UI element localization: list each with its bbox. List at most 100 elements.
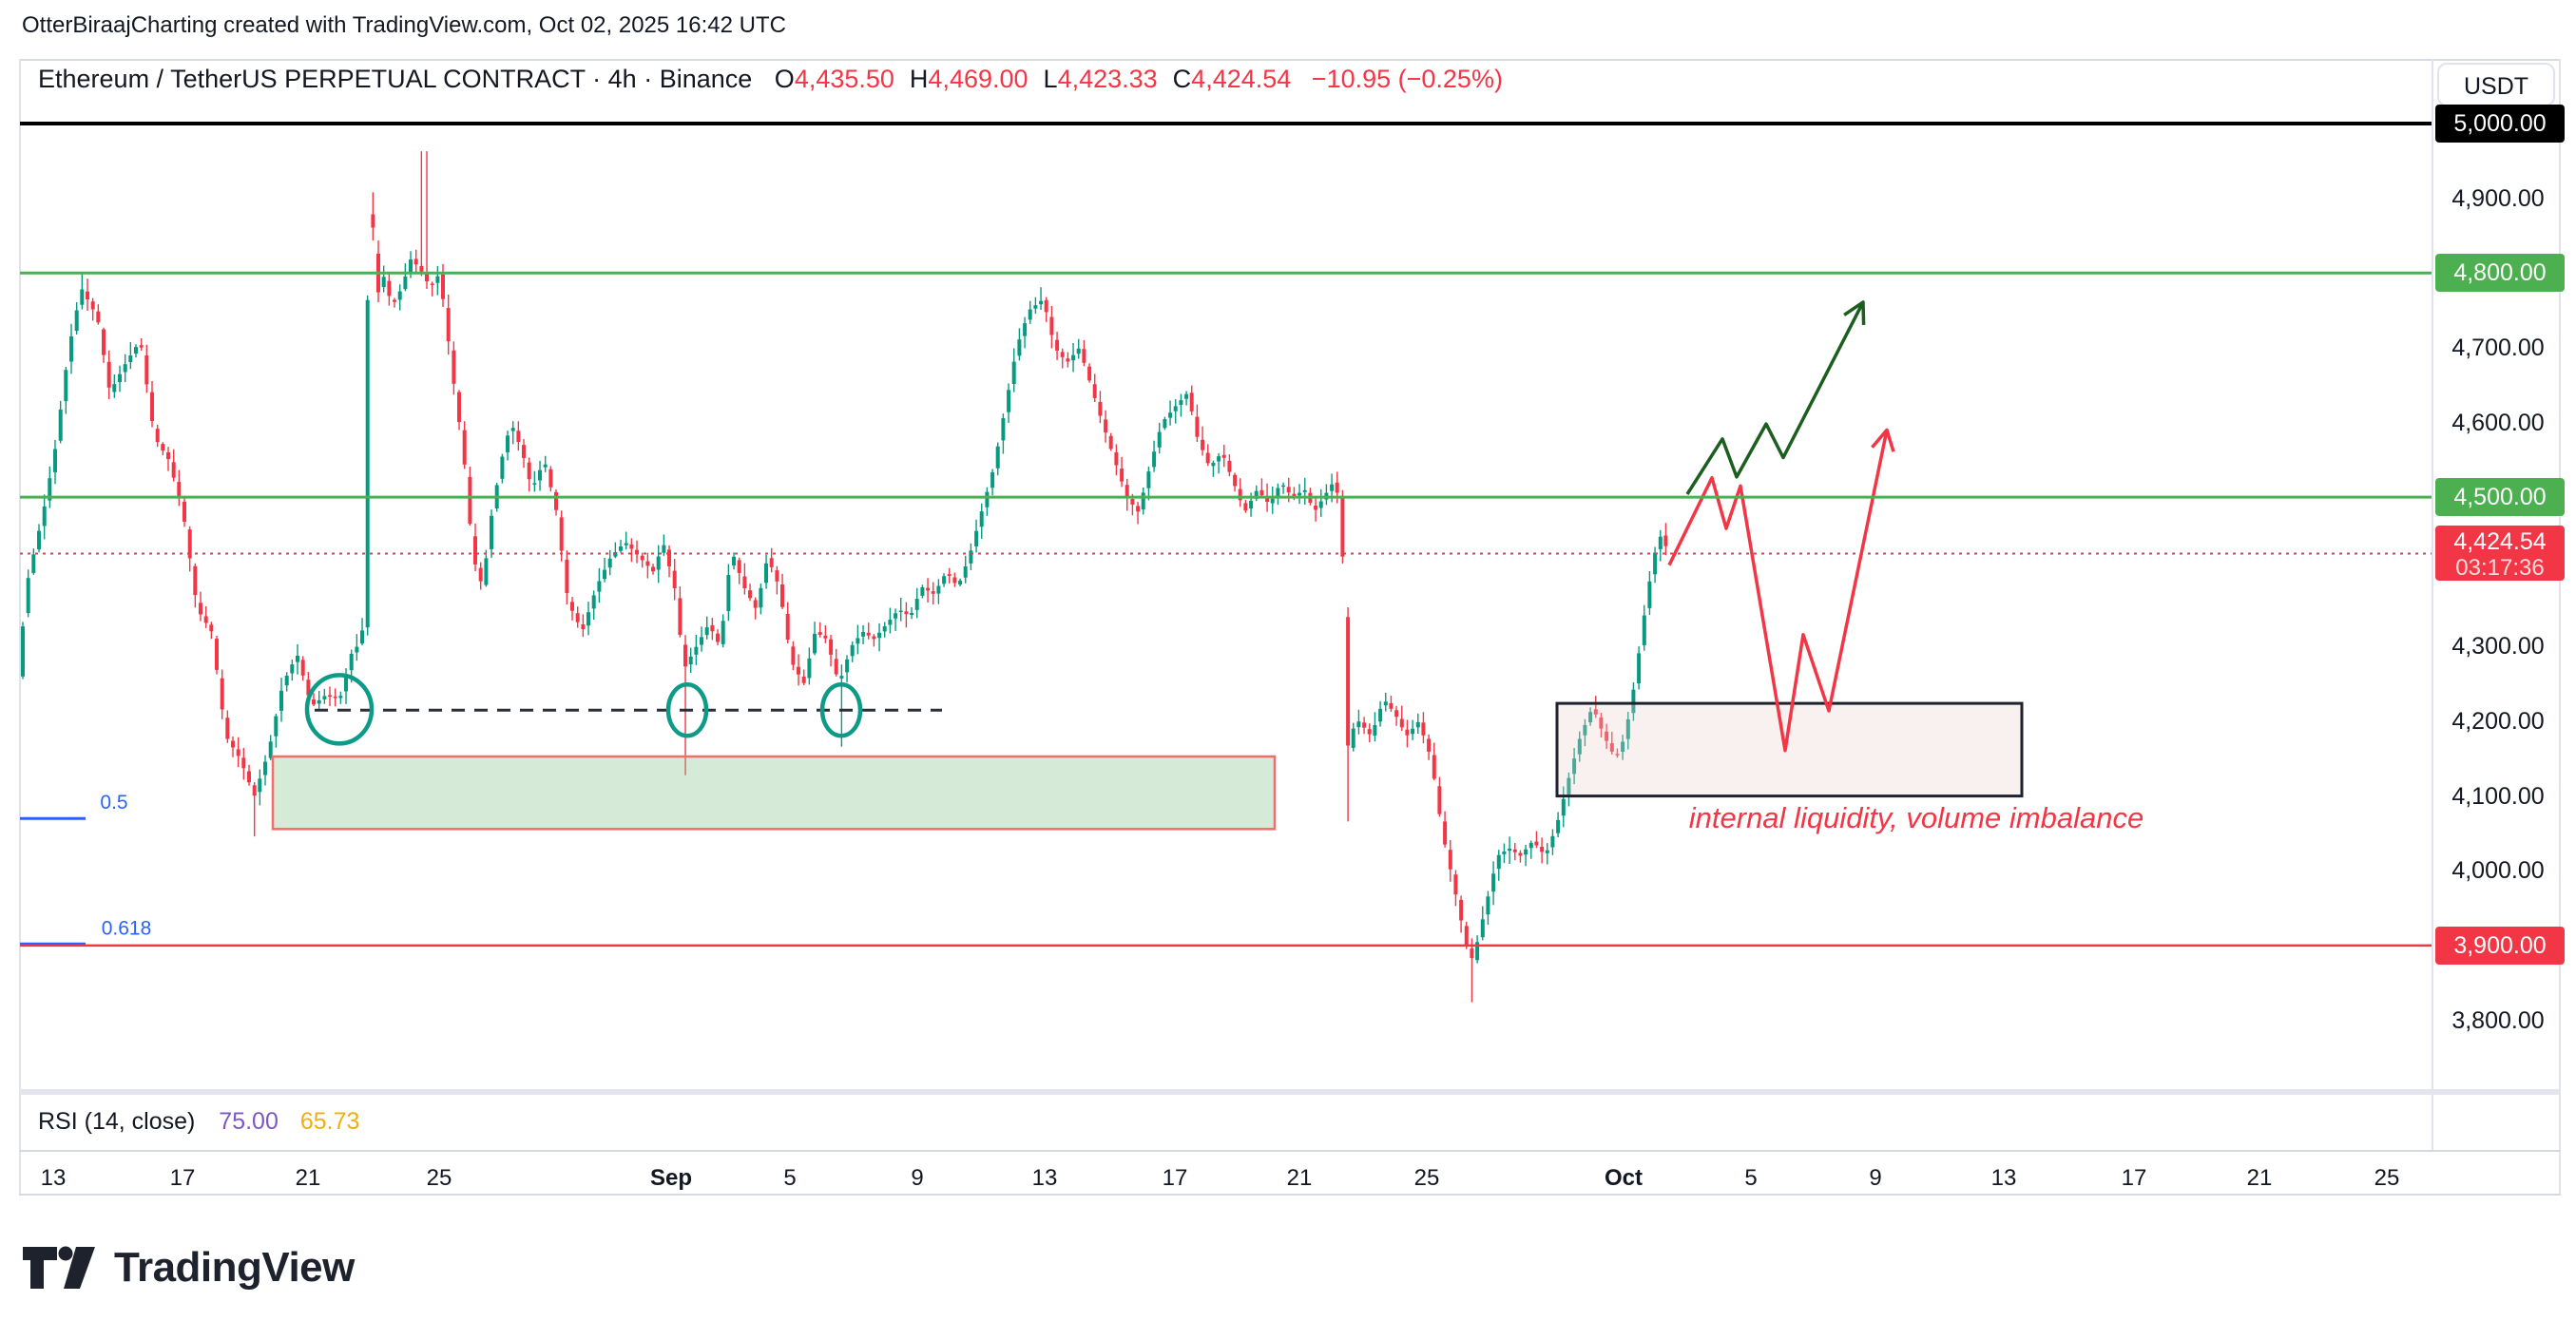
candle [435, 265, 440, 296]
tradingview-logo-icon [23, 1246, 95, 1289]
candle [688, 647, 693, 673]
time-tick-label: 25 [2374, 1165, 2400, 1191]
candle [37, 524, 41, 553]
candle [1545, 843, 1549, 865]
ohlc-item: C4,424.54 [1172, 65, 1292, 93]
candle [1512, 843, 1517, 861]
candle [462, 421, 467, 469]
candle [31, 548, 36, 575]
attribution-text: OtterBiraajCharting created with Trading… [22, 12, 786, 38]
candle [1060, 348, 1065, 369]
candle [1108, 432, 1113, 451]
candle [958, 578, 963, 586]
pane-separator-handle[interactable] [19, 1089, 2559, 1095]
rsi-label: RSI (14, close) [38, 1108, 196, 1135]
liquidity-sweep-circle[interactable] [665, 681, 709, 738]
price-axis-separator[interactable] [2432, 59, 2433, 1150]
candle [1625, 712, 1630, 750]
liquidity-sweep-circle[interactable] [819, 681, 863, 738]
ohlc-values: O4,435.50 H4,469.00 L4,423.33 C4,424.54 [759, 65, 1291, 93]
candle [1007, 383, 1011, 423]
candle [1243, 499, 1248, 513]
tradingview-wordmark: TradingView [114, 1244, 355, 1291]
candle [1195, 404, 1200, 442]
candle [419, 151, 424, 277]
price-tick-label: 4,600.00 [2451, 410, 2545, 436]
candle [21, 622, 25, 680]
candle [1378, 700, 1383, 727]
candle [656, 545, 661, 584]
candle [866, 622, 871, 640]
price-level-chip: 5,000.00 [2435, 105, 2565, 143]
currency-toggle-button[interactable]: USDT [2437, 63, 2555, 106]
demand-zone-box[interactable] [271, 755, 1277, 831]
time-tick-label: 17 [2121, 1165, 2147, 1191]
candle [478, 562, 483, 590]
candle [1561, 786, 1566, 828]
candle [96, 304, 101, 325]
alternate-projection-arrow-head [1871, 428, 1895, 452]
rsi-ma-value: 65.73 [299, 1108, 360, 1135]
candle [381, 265, 386, 293]
tradingview-logo[interactable]: TradingView [23, 1243, 355, 1292]
candle [1276, 483, 1280, 506]
symbol-title[interactable]: Ethereum / TetherUS PERPETUAL CONTRACT ·… [38, 65, 753, 93]
price-tick-label: 4,300.00 [2451, 633, 2545, 660]
candle [1631, 682, 1636, 721]
candle [365, 295, 370, 636]
price-tick-label: 4,000.00 [2451, 857, 2545, 884]
candle [581, 614, 586, 638]
candle [753, 597, 758, 620]
symbol-legend[interactable]: Ethereum / TetherUS PERPETUAL CONTRACT ·… [38, 65, 1503, 94]
candle [635, 540, 639, 564]
time-axis-separator[interactable] [19, 1150, 2561, 1152]
candle [834, 648, 838, 677]
candle [936, 579, 941, 604]
bar-countdown: 03:17:36 [2455, 555, 2545, 581]
candle [150, 380, 154, 428]
candle [737, 557, 741, 584]
candle [1179, 393, 1183, 417]
candle [882, 622, 887, 638]
candle [1351, 722, 1355, 752]
candle [764, 554, 768, 589]
candle [1023, 316, 1028, 349]
time-tick-label: Oct [1604, 1165, 1644, 1191]
candle [1168, 400, 1173, 426]
candle [1658, 529, 1663, 562]
fib-level-label: 0.5 [100, 792, 127, 814]
price-levels [20, 122, 2432, 948]
candle [1028, 300, 1032, 324]
candle [193, 563, 198, 608]
time-tick-label: 13 [40, 1165, 67, 1191]
note-internal-liquidity[interactable]: internal liquidity, volume imbalance [1689, 801, 2143, 834]
candle [1415, 713, 1420, 734]
time-tick-label: 9 [1869, 1165, 1882, 1191]
alternate-projection-arrow[interactable] [1667, 430, 1889, 753]
candle [403, 263, 408, 292]
candle [1453, 870, 1458, 907]
candle [888, 607, 893, 634]
candle [263, 755, 267, 786]
candle [575, 606, 580, 628]
time-tick-label: 17 [1162, 1165, 1188, 1191]
candle [898, 598, 903, 622]
candle [947, 567, 952, 584]
bullish-projection-arrow[interactable] [1685, 301, 1865, 495]
candle [1211, 460, 1216, 477]
candle [914, 587, 919, 619]
candle [801, 669, 806, 685]
candle [1163, 416, 1167, 431]
price-tick-label: 3,800.00 [2451, 1007, 2545, 1034]
candle [651, 564, 655, 575]
time-tick-label: 21 [1286, 1165, 1313, 1191]
candle [1033, 297, 1038, 315]
candle [220, 669, 224, 719]
rsi-legend[interactable]: RSI (14, close) 75.00 65.73 [38, 1108, 359, 1136]
candle [48, 466, 52, 508]
candle [791, 641, 796, 671]
liquidity-sweep-circle[interactable] [304, 673, 375, 746]
candle [446, 295, 451, 355]
time-tick-label: 13 [1990, 1165, 2017, 1191]
